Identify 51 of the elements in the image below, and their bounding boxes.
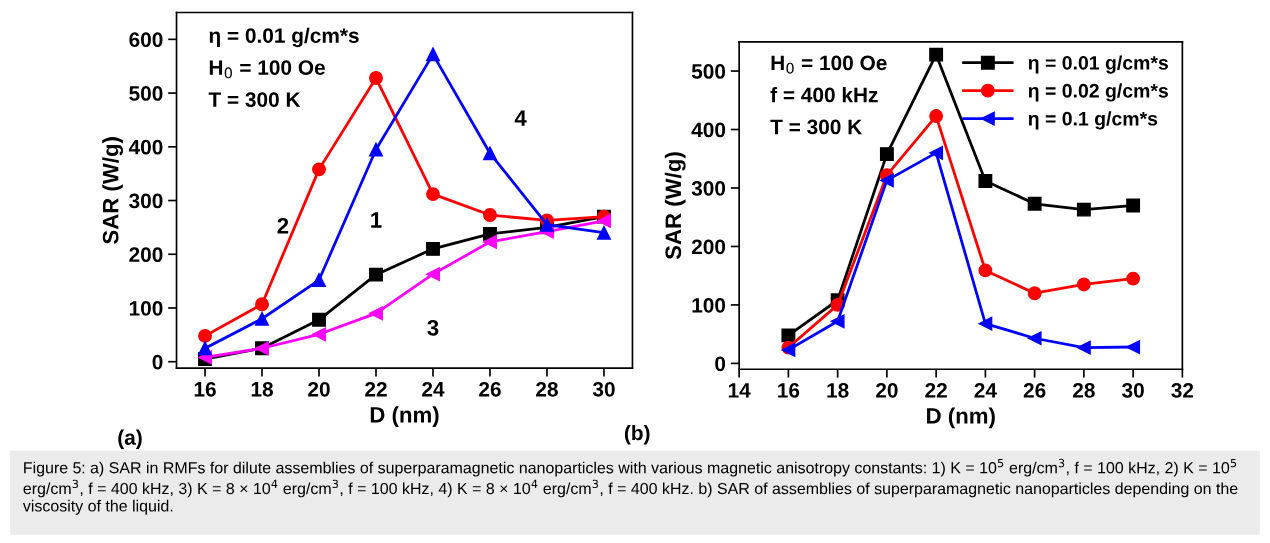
x-axis-title: D (nm) — [370, 406, 439, 428]
y-tick-label: 100 — [129, 300, 163, 316]
text: Figure 5: a) SAR in RMFs for dilute assemblies of superparamagnetic nanoparticles with various magnetic anisotropy constants: 1) K = 10$^{5}$ erg/cm$^{3}$, f = 100 kHz, 2) K = 10$^{5}$ erg/cm$^{3}$, f = 400 kHz, 3) K = 8 × 10$^{4}$ erg/cm$^{3}$, f = 100 kHz, 4) K = 8 × 10$^{4}$ erg/cm$^{3}$, f = 400 kHz. b) SAR of assemblies of superparamagnetic nanoparticles depending on the viscosity of the liquid. — [22, 458, 1238, 515]
annotation: H$_{0}$ = 100 Oe — [771, 55, 887, 74]
x-tick-label: 22 — [365, 381, 387, 397]
y-tick-label: 300 — [129, 193, 163, 209]
x-tick-label: 18 — [827, 382, 849, 398]
y-tick-label: 500 — [691, 64, 726, 79]
y-tick-label: 400 — [128, 139, 163, 155]
annotation: 2 — [277, 217, 289, 234]
y-tick-label: 0 — [152, 354, 163, 370]
x-tick-label: 28 — [536, 381, 558, 397]
y-axis-title: SAR (W/g) — [102, 137, 124, 244]
legend-label: η = 0.02 g/cm*s — [1028, 83, 1168, 102]
annotation: η = 0.01 g/cm*s — [209, 27, 359, 48]
x-tick-label: 26 — [1023, 382, 1046, 398]
x-tick-label: 20 — [876, 382, 898, 398]
text: (a) — [118, 429, 142, 449]
y-tick-label: 200 — [691, 239, 726, 255]
y-axis-title: SAR (W/g) — [664, 152, 686, 260]
x-tick-label: 30 — [1122, 382, 1144, 398]
y-tick-label: 600 — [129, 32, 163, 48]
x-tick-label: 30 — [592, 381, 615, 397]
y-tick-label: 500 — [129, 86, 163, 101]
y-tick-label: 100 — [692, 297, 726, 313]
x-tick-label: 24 — [422, 381, 445, 397]
x-tick-label: 26 — [479, 381, 501, 397]
annotation: 4 — [514, 110, 527, 126]
annotation: T = 300 K — [770, 119, 863, 135]
y-tick-label: 0 — [715, 356, 726, 372]
text: (b) — [624, 425, 650, 445]
x-tick-label: 32 — [1171, 382, 1194, 398]
x-tick-label: 24 — [974, 382, 997, 398]
annotation: f = 400 kHz — [770, 87, 878, 103]
x-tick-label: 16 — [778, 382, 800, 398]
x-tick-label: 20 — [308, 381, 330, 397]
x-tick-label: 18 — [251, 381, 273, 397]
annotation: T = 300 K — [208, 92, 301, 108]
x-tick-label: 16 — [194, 381, 216, 397]
annotation: 1 — [371, 212, 382, 228]
y-tick-label: 400 — [691, 122, 726, 138]
x-tick-label: 28 — [1073, 382, 1095, 398]
legend-label: η = 0.1 g/cm*s — [1028, 111, 1158, 130]
x-axis-title: D (nm) — [927, 407, 995, 429]
annotation: 3 — [427, 319, 439, 336]
x-tick-label: 14 — [728, 383, 751, 398]
annotation: H$_{0}$ = 100 Oe — [209, 60, 325, 79]
x-tick-label: 22 — [925, 382, 947, 398]
y-tick-label: 200 — [129, 247, 163, 263]
y-tick-label: 300 — [691, 180, 726, 196]
legend-label: η = 0.01 g/cm*s — [1028, 55, 1168, 74]
